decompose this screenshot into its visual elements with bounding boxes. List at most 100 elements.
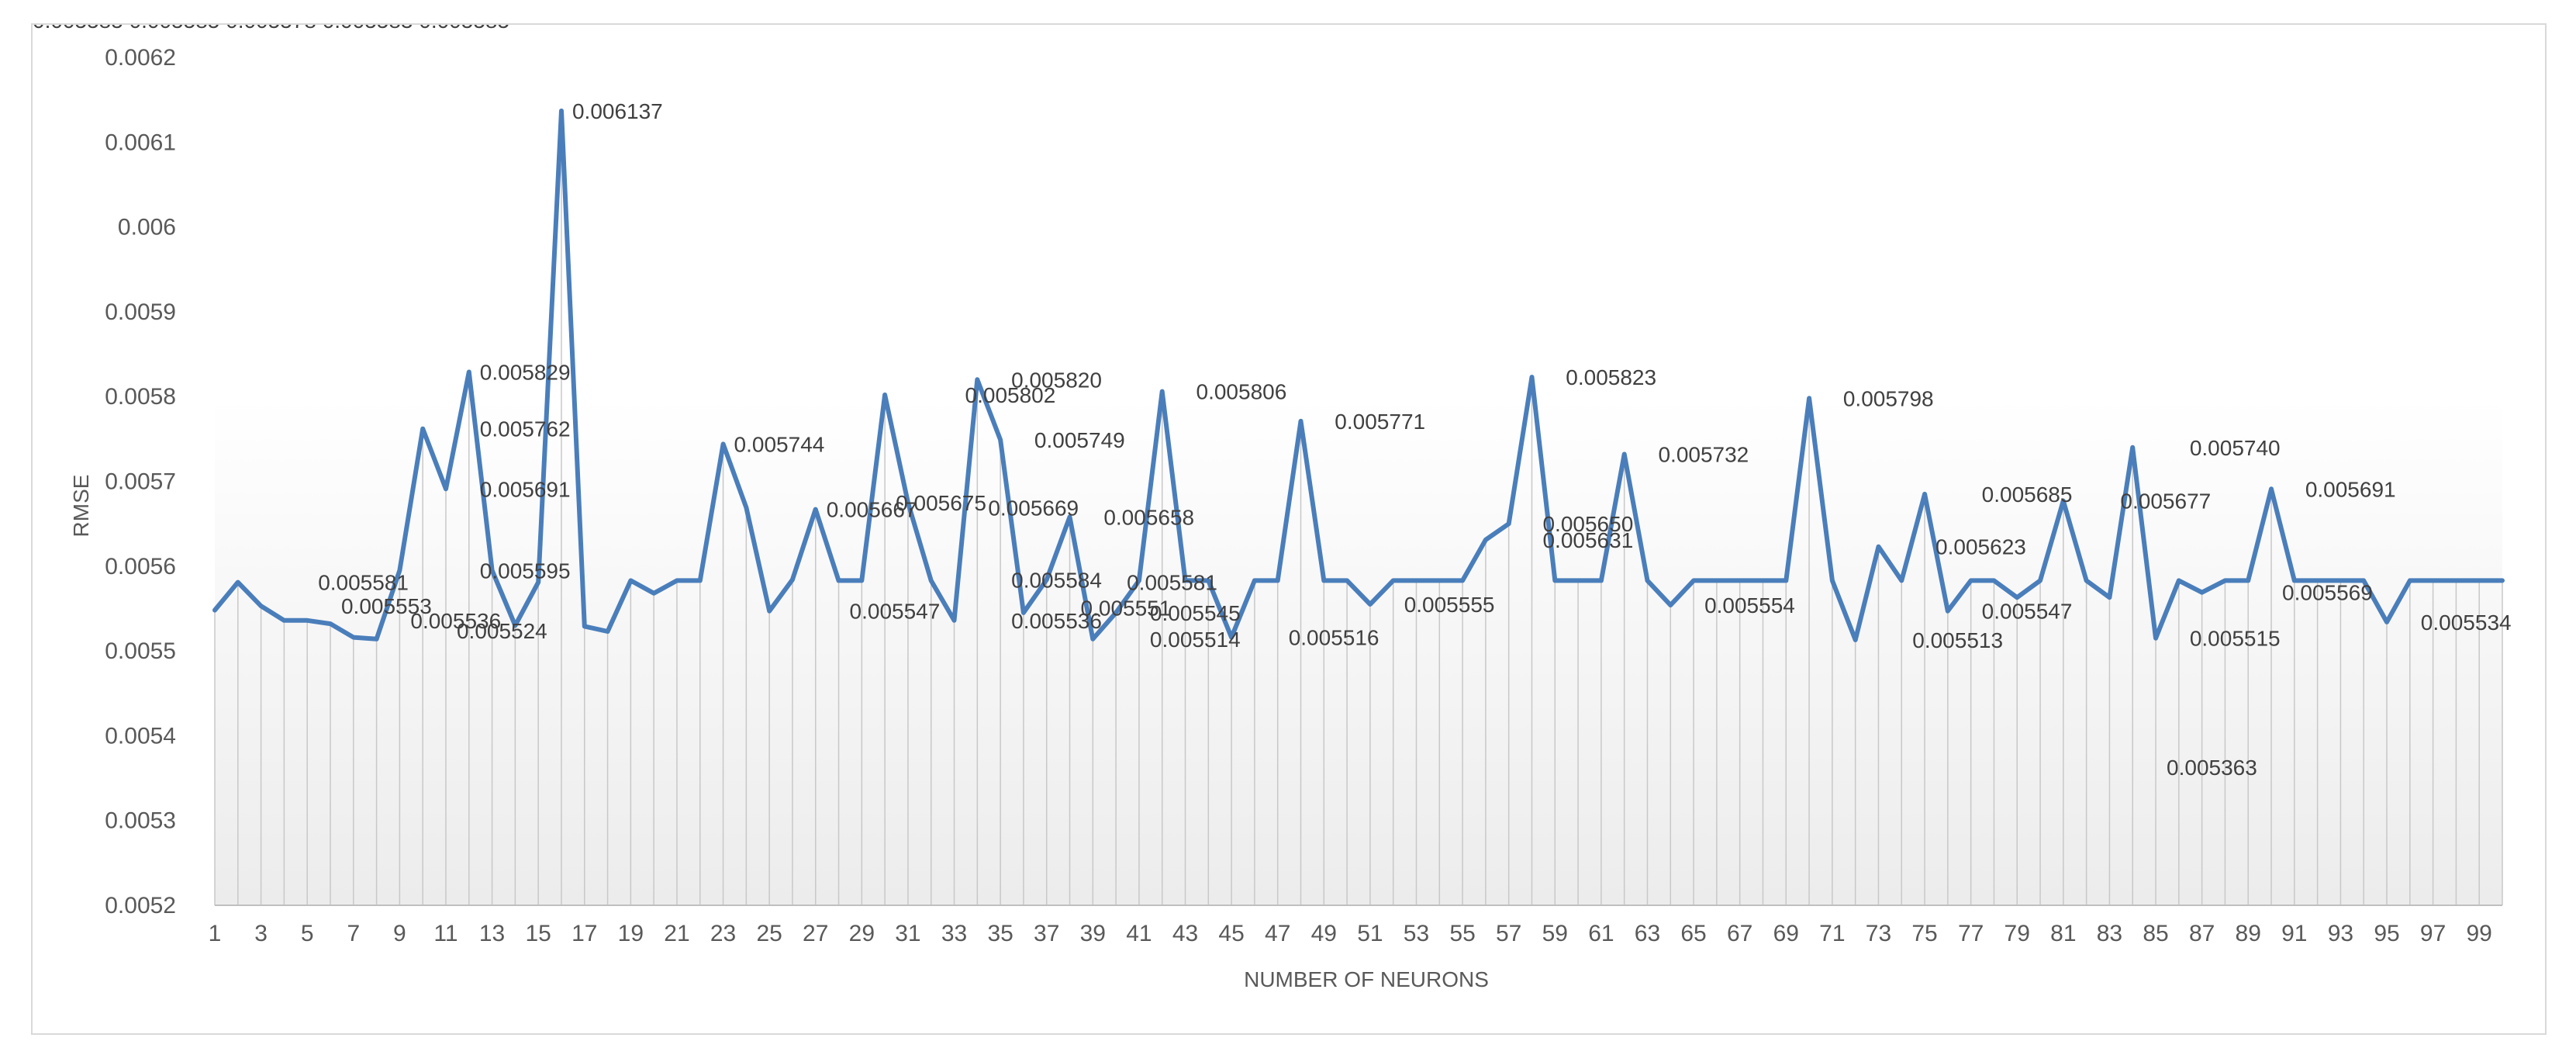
data-label: 0.005823 [1566,365,1656,389]
x-axis-title: NUMBER OF NEURONS [1244,967,1489,991]
data-label: 0.005514 [1150,628,1241,652]
y-tick-label: 0.0055 [105,638,176,664]
data-label: 0.005515 [2190,627,2281,651]
data-label: 0.005569 [2282,581,2373,605]
y-tick-label: 0.0061 [105,130,176,155]
data-label: 0.005669 [988,496,1079,520]
data-label: 0.005740 [2190,436,2281,460]
data-label: 0.005798 [1843,386,1934,410]
x-tick-label: 23 [710,921,736,946]
x-tick-label: 87 [2189,921,2215,946]
data-label: 0.005677 [2120,489,2211,514]
data-label: 0.005749 [1034,428,1125,452]
x-tick-label: 43 [1172,921,1198,946]
x-tick-label: 63 [1635,921,1660,946]
x-tick-label: 71 [1819,921,1845,946]
x-tick-label: 95 [2374,921,2399,946]
x-tick-label: 73 [1866,921,1891,946]
y-tick-label: 0.0054 [105,723,176,749]
rmse-line-chart: 0.0052 0.0053 0.0054 0.0055 0.0056 0.0057 0.00… [33,25,2512,991]
x-tick-label: 45 [1218,921,1244,946]
x-tick-label: 79 [2005,921,2030,946]
data-label: 0.005820 [1011,368,1102,392]
data-label: 0.005732 [1658,443,1749,467]
x-tick-label: 39 [1080,921,1106,946]
x-tick-label: 9 [393,921,406,946]
y-tick-label: 0.0053 [105,808,176,834]
data-label: 0.005551 [1081,596,1172,620]
x-tick-label: 59 [1542,921,1568,946]
data-label: 0.005513 [1912,628,2003,652]
data-label: 0.005534 [2421,611,2512,635]
data-label: 0.005623 [1935,535,2026,559]
x-tick-label: 85 [2143,921,2168,946]
axes: 0.0052 0.0053 0.0054 0.0055 0.0056 0.0057 0.00… [105,45,2502,946]
data-label: 0.005667 [827,498,917,522]
y-tick-label: 0.0052 [105,893,176,918]
data-label: 0.005829 [480,361,571,385]
series-line-layer [212,108,2505,642]
data-label: 0.005806 [1196,380,1287,404]
x-tick-label: 31 [895,921,920,946]
y-tick-label: 0.0056 [105,554,176,579]
data-label: 0.005584 [1011,568,1102,592]
x-tick-label: 1 [209,921,222,946]
data-label: 0.005675 [896,491,986,515]
data-label: 0.005553 [341,594,432,618]
data-label: 0.005762 [480,417,571,441]
x-tick-label: 65 [1680,921,1706,946]
x-tick-label: 11 [433,921,458,946]
x-tick-label: 61 [1588,921,1614,946]
data-label: 0.005363 [2167,756,2257,780]
y-tick-label: 0.006 [118,215,176,240]
data-label: 0.005536 [410,609,501,633]
x-tick-label: 77 [1958,921,1984,946]
y-axis-title: RMSE [69,475,93,538]
data-labels: 0.0055810.0055530.0055360.0055240.005829… [318,99,2511,780]
x-tick-label: 13 [479,921,505,946]
y-tick-label: 0.0062 [105,45,176,71]
x-tick-label: 53 [1404,921,1429,946]
x-tick-label: 15 [525,921,551,946]
data-label: 0.005631 [1542,528,1633,552]
data-label: 0.006137 [572,99,663,123]
x-tick-label: 25 [756,921,782,946]
x-tick-label: 33 [941,921,967,946]
x-tick-label: 7 [347,921,360,946]
x-tick-label: 47 [1265,921,1290,946]
cut-off-top-text: 0.005585 0.005585 0.005578 0.005583 0.00… [33,25,509,33]
x-tick-label: 55 [1449,921,1475,946]
x-tick-label: 3 [254,921,268,946]
data-label: 0.005524 [457,619,547,643]
x-tick-label: 97 [2420,921,2446,946]
drop-lines [214,110,2503,905]
x-tick-label: 41 [1126,921,1152,946]
data-label: 0.005547 [850,600,941,624]
y-tick-label: 0.0058 [105,384,176,410]
x-tick-label: 27 [803,921,828,946]
data-label: 0.005650 [1542,512,1633,536]
data-label: 0.005691 [2305,477,2396,501]
data-label: 0.005744 [734,432,825,456]
x-tick-label: 99 [2467,921,2492,946]
x-tick-label: 51 [1357,921,1383,946]
data-label: 0.005658 [1103,505,1194,529]
x-tick-label: 69 [1773,921,1799,946]
x-tick-label: 67 [1727,921,1752,946]
x-tick-label: 17 [571,921,597,946]
data-label: 0.005516 [1289,626,1380,650]
x-tick-label: 89 [2236,921,2261,946]
data-label: 0.005581 [318,571,409,595]
data-label: 0.005771 [1335,410,1425,434]
y-tick-label: 0.0059 [105,299,176,325]
data-label: 0.005555 [1404,593,1495,617]
data-label: 0.005581 [1127,571,1217,595]
rmse-series-line [212,108,2505,642]
x-tick-label: 81 [2050,921,2076,946]
x-tick-label: 37 [1034,921,1059,946]
x-tick-label: 29 [849,921,875,946]
x-tick-label: 49 [1311,921,1337,946]
data-label: 0.005536 [1011,609,1102,633]
plot-background [215,396,2502,905]
data-label: 0.005802 [965,383,1056,407]
